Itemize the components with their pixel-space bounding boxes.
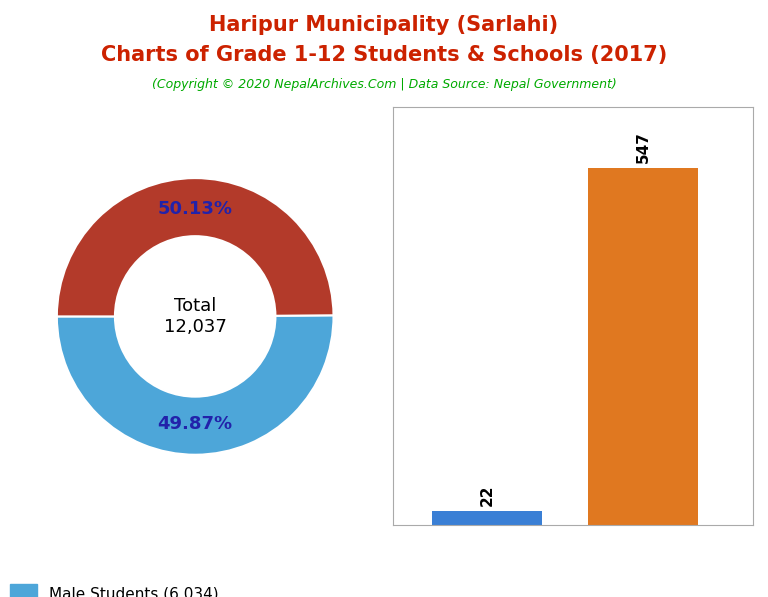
Text: Charts of Grade 1-12 Students & Schools (2017): Charts of Grade 1-12 Students & Schools … (101, 45, 667, 65)
Text: 50.13%: 50.13% (157, 199, 233, 217)
Text: Haripur Municipality (Sarlahi): Haripur Municipality (Sarlahi) (210, 15, 558, 35)
Text: (Copyright © 2020 NepalArchives.Com | Data Source: Nepal Government): (Copyright © 2020 NepalArchives.Com | Da… (151, 78, 617, 91)
Text: 22: 22 (479, 484, 495, 506)
Text: 547: 547 (636, 131, 650, 163)
Wedge shape (57, 178, 333, 316)
Legend: Male Students (6,034), Female Students (6,003): Male Students (6,034), Female Students (… (5, 579, 243, 597)
Bar (588, 168, 698, 525)
Text: Total
12,037: Total 12,037 (164, 297, 227, 336)
Bar (432, 511, 541, 525)
Text: 49.87%: 49.87% (157, 416, 233, 433)
Wedge shape (57, 315, 333, 455)
